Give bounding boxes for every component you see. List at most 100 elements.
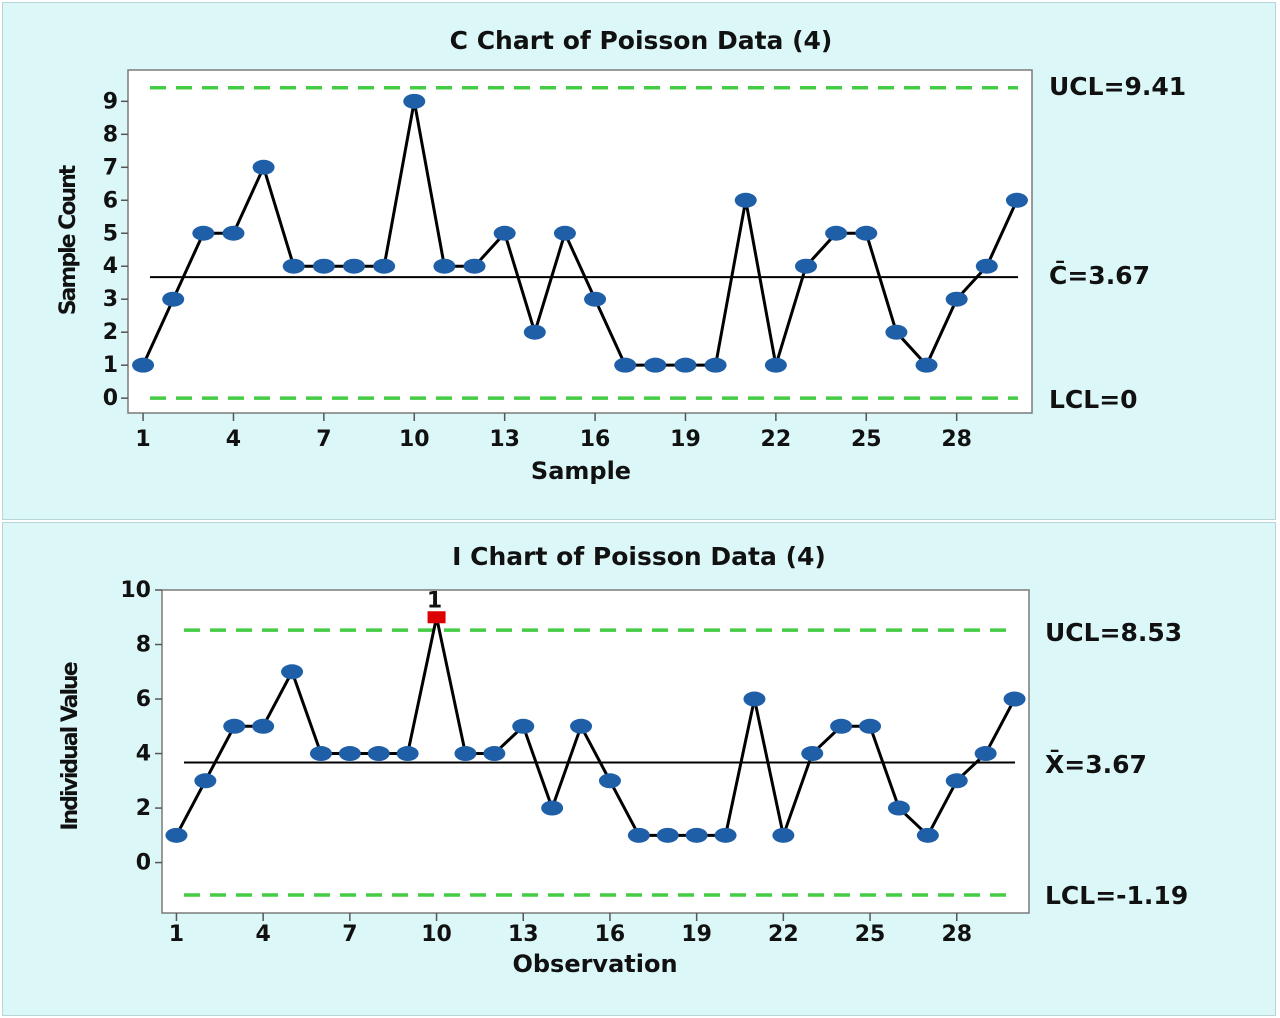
c-chart-y-tick-label: 5 <box>103 221 118 246</box>
i-chart-data-point <box>223 718 246 734</box>
c-chart-ucl-label: UCL=9.41 <box>1049 72 1186 101</box>
i-chart-data-point <box>194 773 217 789</box>
c-chart-x-tick-label: 7 <box>316 427 331 452</box>
c-chart-data-point <box>343 258 365 274</box>
c-chart-data-point <box>403 93 426 109</box>
i-chart-data-point <box>772 827 795 843</box>
c-chart-data-point <box>553 225 576 241</box>
i-chart-series-line <box>175 616 1016 841</box>
i-chart-data-point <box>165 827 188 843</box>
c-chart-title: C Chart of Poisson Data (4) <box>450 26 833 55</box>
i-chart-data-point <box>830 718 853 734</box>
i-chart-data-point <box>512 718 535 734</box>
c-chart-y-axis-title: Sample Count <box>56 164 81 315</box>
i-chart-series: 1 <box>165 588 1026 843</box>
i-chart-ticks: 1 4 7 10 13 16 19 22 25 28 0 2 4 6 8 10 <box>120 578 972 947</box>
c-chart-x-tick-label: 4 <box>226 427 241 452</box>
i-chart-y-tick-label: 2 <box>136 796 151 821</box>
i-chart-data-point <box>1003 691 1026 707</box>
c-chart-data-point <box>373 258 396 274</box>
c-chart-data-point <box>885 324 908 340</box>
c-chart-y-tick-label: 2 <box>103 320 118 345</box>
c-chart-x-tick-label: 19 <box>670 427 701 452</box>
i-chart-y-tick-label: 0 <box>136 851 151 876</box>
i-chart-x-tick-label: 25 <box>855 922 886 947</box>
c-chart-y-tick-label: 4 <box>103 254 118 279</box>
i-chart-data-point <box>801 746 824 762</box>
i-chart-data-point <box>281 664 304 680</box>
c-chart-center-label: C̄=3.67 <box>1049 259 1150 290</box>
i-chart-data-point <box>309 746 332 762</box>
c-chart-data-point <box>704 357 727 373</box>
i-chart-data-point <box>974 746 997 762</box>
c-chart-data-point <box>162 291 185 307</box>
c-chart-data-point <box>312 258 335 274</box>
i-chart-ucl-label: UCL=8.53 <box>1045 618 1182 647</box>
c-chart-data-point <box>493 225 516 241</box>
c-chart-data-point <box>764 357 787 373</box>
c-chart-y-tick-label: 0 <box>103 386 118 411</box>
i-chart-x-tick-label: 22 <box>768 922 799 947</box>
i-chart-x-tick-label: 13 <box>508 922 539 947</box>
i-chart-data-point <box>570 718 593 734</box>
c-chart-data-point <box>1005 192 1028 208</box>
c-chart: C Chart of Poisson Data (4) Sample Sampl… <box>56 26 1186 485</box>
i-chart-x-tick-label: 19 <box>681 922 712 947</box>
c-chart-y-tick-label: 1 <box>103 353 118 378</box>
i-chart-y-tick-label: 6 <box>136 687 151 712</box>
c-chart-data-point <box>523 324 546 340</box>
c-chart-data-point <box>433 258 456 274</box>
i-chart-flagged-point <box>427 611 446 624</box>
i-chart-data-point <box>945 773 968 789</box>
i-chart-data-point <box>252 718 275 734</box>
i-chart-data-point <box>627 827 650 843</box>
i-chart-x-tick-label: 28 <box>941 922 972 947</box>
c-chart-x-tick-label: 28 <box>941 427 972 452</box>
c-chart-x-tick-label: 1 <box>135 427 150 452</box>
c-chart-panel: C Chart of Poisson Data (4) Sample Sampl… <box>2 2 1276 520</box>
c-chart-data-point <box>463 258 486 274</box>
c-chart-x-axis-title: Sample <box>531 457 631 485</box>
i-chart-x-tick-label: 10 <box>421 922 452 947</box>
i-chart-x-tick-label: 16 <box>595 922 626 947</box>
c-chart-data-point <box>222 225 245 241</box>
i-chart-data-point <box>396 746 419 762</box>
c-chart-y-tick-label: 6 <box>103 188 118 213</box>
i-chart-y-axis-title: Individual Value <box>58 662 83 830</box>
c-chart-data-point <box>644 357 667 373</box>
i-chart: I Chart of Poisson Data (4) Observation … <box>58 542 1188 978</box>
i-chart-data-point <box>714 827 737 843</box>
c-chart-data-point <box>915 357 938 373</box>
i-chart-data-point <box>338 746 361 762</box>
c-chart-data-point <box>282 258 305 274</box>
c-chart-data-point <box>734 192 757 208</box>
c-chart-plot-area <box>127 69 1033 414</box>
c-chart-data-point <box>584 291 607 307</box>
i-chart-title: I Chart of Poisson Data (4) <box>452 542 826 571</box>
i-chart-y-tick-label: 4 <box>136 742 151 767</box>
i-chart-x-tick-label: 1 <box>169 922 184 947</box>
c-chart-data-point <box>945 291 968 307</box>
c-chart-y-tick-label: 7 <box>103 155 118 180</box>
c-chart-x-tick-label: 25 <box>851 427 882 452</box>
i-chart-data-point <box>743 691 766 707</box>
c-chart-y-tick-label: 8 <box>103 122 118 147</box>
i-chart-data-point <box>859 718 882 734</box>
c-chart-data-point <box>192 225 215 241</box>
c-chart-x-tick-label: 22 <box>761 427 792 452</box>
i-chart-data-point <box>916 827 939 843</box>
c-chart-data-point <box>855 225 878 241</box>
i-chart-panel: I Chart of Poisson Data (4) Observation … <box>2 522 1276 1016</box>
c-chart-y-tick-label: 3 <box>103 287 118 312</box>
i-chart-data-point <box>685 827 708 843</box>
c-chart-series-line <box>141 101 1019 368</box>
c-chart-data-point <box>795 258 817 274</box>
i-chart-data-point <box>887 800 910 816</box>
i-chart-x-tick-label: 4 <box>255 922 270 947</box>
c-chart-x-tick-label: 13 <box>489 427 520 452</box>
c-chart-data-point <box>674 357 697 373</box>
c-chart-data-point <box>825 225 848 241</box>
i-chart-flag-label: 1 <box>427 588 442 613</box>
i-chart-y-tick-label: 8 <box>136 633 151 658</box>
